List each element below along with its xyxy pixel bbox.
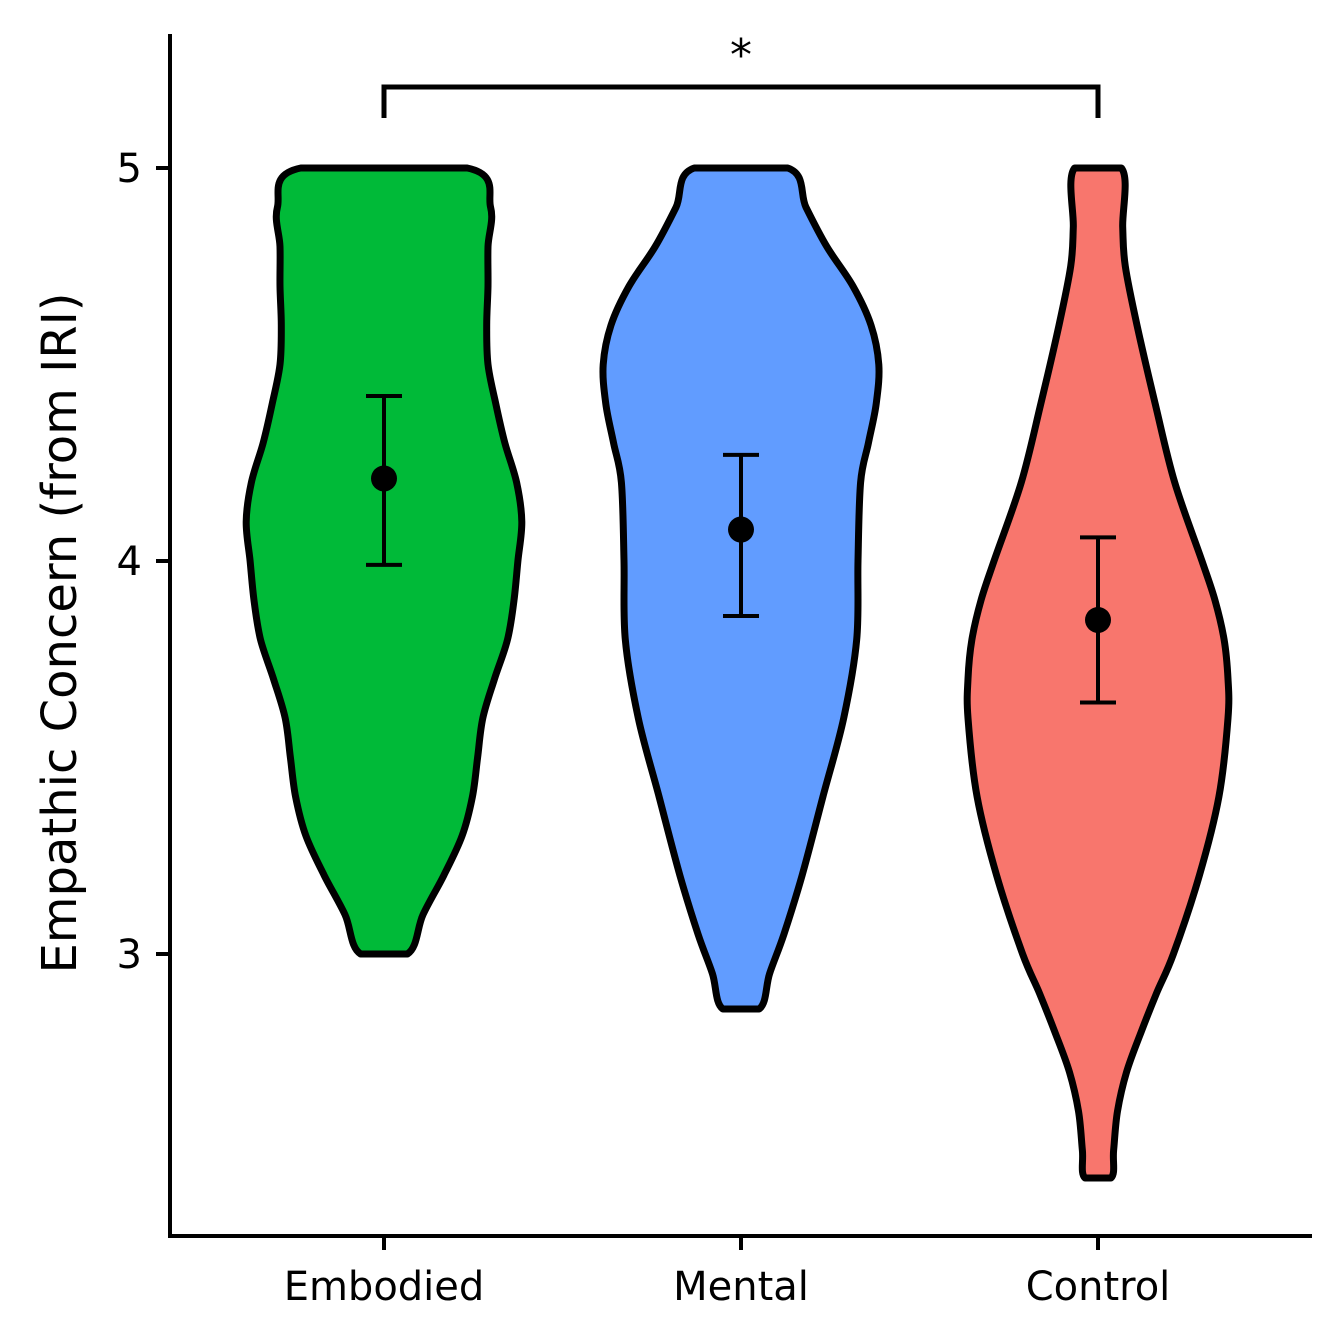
y-tick-label: 3	[117, 932, 142, 978]
y-tick-label: 4	[117, 539, 142, 585]
violins-layer	[242, 164, 1233, 1182]
significance-annotation: *	[381, 30, 1101, 118]
significance-label: *	[730, 30, 752, 81]
y-ticks-layer: 3 4 5	[117, 146, 170, 978]
x-tick-label-control: Control	[1026, 1264, 1171, 1310]
x-tick-label-mental: Mental	[673, 1264, 809, 1310]
y-tick-label: 5	[117, 146, 142, 192]
mean-point-mental	[728, 516, 754, 543]
significance-bracket	[381, 84, 1101, 118]
errorbar-embodied	[366, 393, 402, 567]
x-ticks-layer: Embodied Mental Control	[284, 1236, 1171, 1310]
y-axis-title: Empathic Concern (from IRI)	[32, 292, 88, 973]
mean-point-embodied	[371, 465, 397, 492]
errorbars-layer	[366, 393, 1116, 705]
errorbar-control	[1080, 535, 1116, 705]
x-tick-label-embodied: Embodied	[284, 1264, 485, 1310]
errorbar-mental	[723, 452, 759, 619]
mean-point-control	[1085, 606, 1111, 633]
